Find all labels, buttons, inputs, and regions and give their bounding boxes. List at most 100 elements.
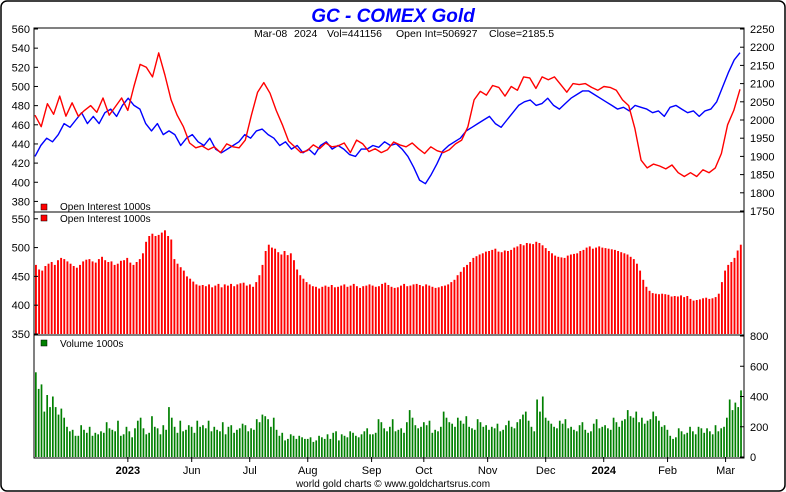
volume-bar <box>737 407 740 457</box>
volume-bar <box>539 411 541 457</box>
volume-bar <box>306 438 309 457</box>
axis-labels: 2023 Jun Jul Aug Sep Oct Nov Dec 2024 Feb Mar 380 40… <box>12 24 775 477</box>
oi-bar <box>513 247 516 334</box>
oi-bar <box>607 248 610 334</box>
oi-bar <box>557 256 560 334</box>
volume-bar <box>652 411 655 457</box>
oi-bar <box>610 249 613 334</box>
oi-bar <box>38 269 41 334</box>
volume-bar <box>394 431 397 457</box>
y-tick-label-left: 380 <box>12 196 30 208</box>
volume-bar <box>119 435 122 457</box>
volume-bar <box>326 434 329 457</box>
y-tick-label-left: 420 <box>12 158 30 170</box>
oi-bar <box>343 284 346 334</box>
volume-bar <box>40 384 43 457</box>
volume-bar <box>510 426 513 458</box>
volume-bar <box>408 410 411 457</box>
volume-bar <box>485 425 487 457</box>
volume-bar <box>411 417 414 457</box>
oi-bar <box>248 284 251 334</box>
oi-bar <box>53 264 56 334</box>
oi-bar <box>381 283 384 334</box>
oi-bar <box>522 245 525 334</box>
volume-bar <box>216 429 218 457</box>
volume-bar <box>284 440 286 457</box>
oi-bar <box>195 284 198 334</box>
oi-bar <box>409 285 412 334</box>
oi-bar <box>299 275 302 334</box>
oi-bar <box>563 257 566 334</box>
oi-bar <box>145 241 148 334</box>
y-tick-label-left: 440 <box>12 139 30 151</box>
oi-bar <box>639 270 642 334</box>
oi-bar <box>283 251 286 334</box>
volume-bar <box>530 426 533 458</box>
volume-bar <box>372 434 374 457</box>
y-tick-label-right: 2150 <box>750 60 774 72</box>
volume-bar <box>694 434 697 457</box>
volume-bar <box>558 420 561 457</box>
volume-bar <box>83 429 85 457</box>
volume-bar <box>37 388 40 457</box>
volume-bar <box>658 420 660 457</box>
oi-bar <box>654 293 657 334</box>
oi-bar <box>604 248 607 334</box>
oi-bar <box>289 253 292 334</box>
volume-bar <box>638 422 640 457</box>
footer-credit: world gold charts © www.goldchartsrus.co… <box>295 479 490 490</box>
oi-bar <box>730 262 733 334</box>
volume-bar <box>590 431 592 457</box>
volume-bar <box>210 431 213 457</box>
volume-bar <box>275 429 278 457</box>
oi-bar <box>63 259 66 334</box>
volume-bar <box>524 411 527 457</box>
x-tick-label: Oct <box>415 465 432 477</box>
volume-bar <box>448 422 451 457</box>
volume-bar <box>278 435 281 457</box>
volume-bar <box>607 428 609 457</box>
volume-bar <box>74 435 77 457</box>
oi-bar <box>588 246 591 334</box>
oi-bar <box>371 285 374 334</box>
volume-bar <box>380 422 383 457</box>
oi-bar <box>110 261 113 334</box>
volume-bar <box>714 425 717 457</box>
oi-bar <box>296 269 299 334</box>
volume-bar <box>595 419 598 457</box>
oi-bar <box>403 283 406 334</box>
volume-bar <box>726 417 728 457</box>
oi-bar <box>274 248 277 334</box>
x-tick-label: Feb <box>658 465 677 477</box>
oi-bar <box>88 259 91 334</box>
volume-bar <box>471 428 473 457</box>
oi-bar <box>484 251 487 334</box>
volume-bar <box>431 432 434 457</box>
oi-bar <box>113 264 116 334</box>
y-tick-label-left: 480 <box>12 101 30 113</box>
oi-bar <box>642 279 645 334</box>
volume-bar <box>626 410 629 457</box>
series-line-0 <box>34 52 741 185</box>
oi-bar <box>44 266 47 334</box>
volume-bar <box>148 432 150 457</box>
volume-bar <box>340 434 343 457</box>
y-tick-label-right: 1800 <box>750 188 774 200</box>
oi-bar <box>233 286 236 334</box>
oi-bar <box>349 285 352 334</box>
oi-bar <box>189 278 192 334</box>
volume-bar <box>207 420 210 457</box>
oi-bar <box>236 284 239 334</box>
volume-bar <box>553 426 555 458</box>
oi-bar <box>119 260 122 334</box>
volume-bar <box>397 429 400 457</box>
volume-bar <box>202 425 204 457</box>
oi-bar <box>359 287 361 334</box>
volume-bar <box>219 431 221 457</box>
volume-bar <box>403 432 405 457</box>
oi-bar <box>670 296 673 334</box>
oi-bar <box>434 287 437 334</box>
volume-bar <box>369 434 371 457</box>
volume-bar <box>267 419 269 457</box>
volume-bar <box>680 431 683 457</box>
